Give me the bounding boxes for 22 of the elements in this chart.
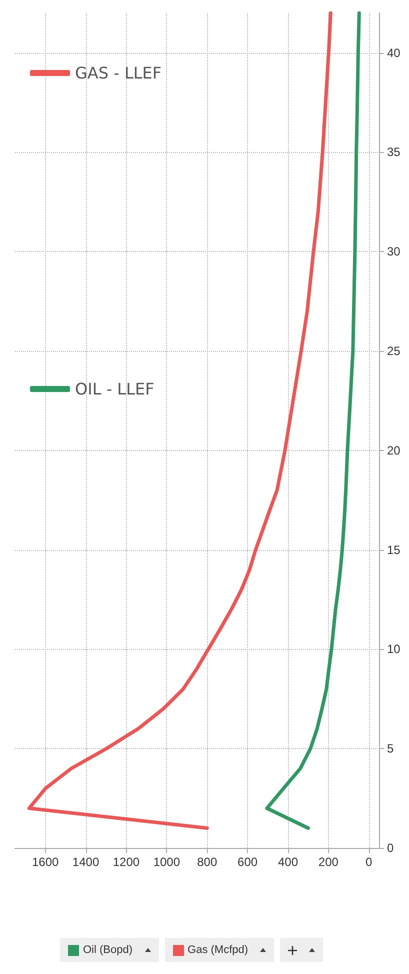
legend-label: GAS - LLEF [75,64,162,82]
y-tick-label: 15 [387,542,401,557]
y-tick-label: 25 [387,344,401,358]
x-tick-label: 1400 [72,855,100,869]
text: Oil (Bopd) [83,944,133,956]
y-tick-label: 10 [387,642,401,656]
x-tick-label: 0 [366,855,373,869]
x-tick-label: 600 [238,855,258,869]
y-tick-label: 40 [387,46,401,60]
x-tick-label: 1600 [32,855,60,869]
x-tick-label: 800 [197,855,218,869]
y-tick-label: 35 [387,145,401,160]
x-tick-label: 200 [318,855,339,869]
y-tick-label: 5 [387,742,394,756]
x-tick-label: 1000 [153,855,180,869]
legend-label: OIL - LLEF [75,380,154,398]
y-tick-label: 0 [387,841,394,855]
x-tick-label: 1200 [112,855,140,869]
y-tick-label: 20 [387,443,401,458]
y-tick-label: 30 [387,244,401,259]
text: Gas (Mcfpd) [188,944,248,956]
x-tick-label: 400 [278,855,298,869]
